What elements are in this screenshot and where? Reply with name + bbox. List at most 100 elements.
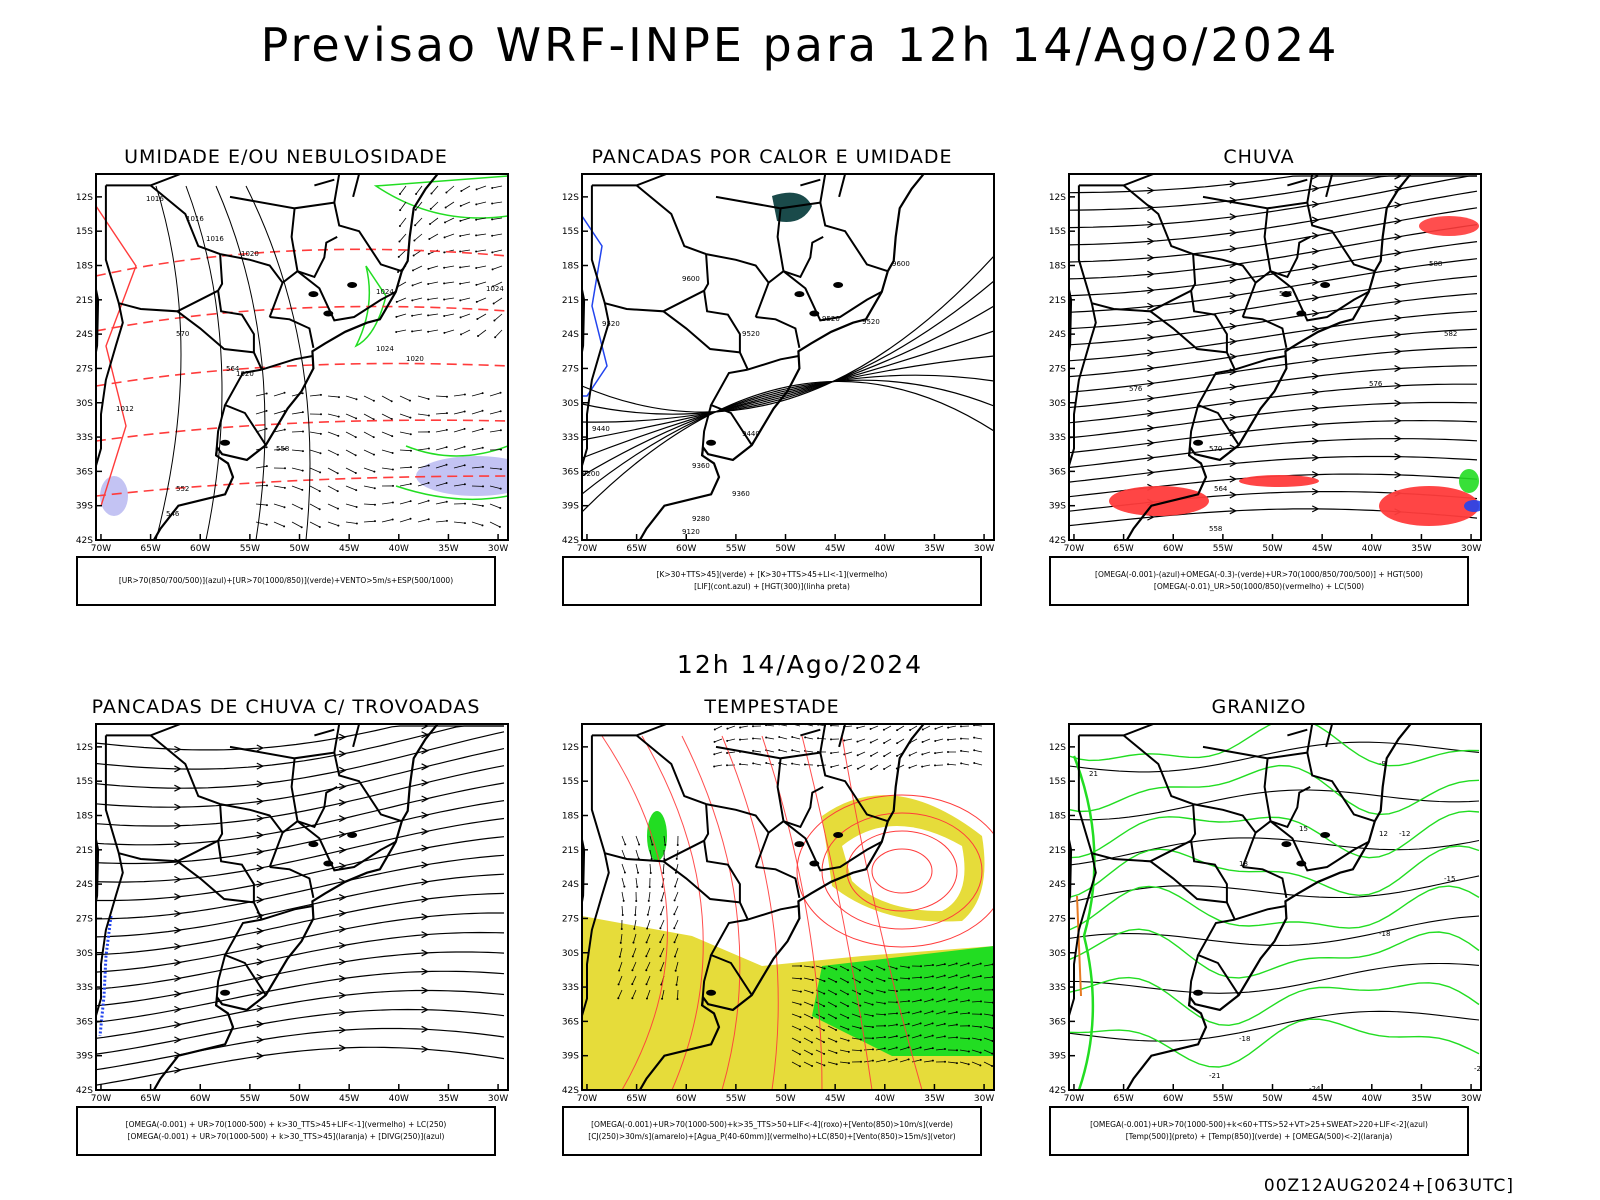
run-timestamp: 00Z12AUG2024+[063UTC] — [1263, 1176, 1514, 1196]
contour-label: -27 — [1474, 1065, 1485, 1073]
lon-tick-label: 65W — [140, 544, 160, 554]
lon-tick-label: 70W — [1064, 1094, 1084, 1104]
contour-label: -15 — [1444, 875, 1455, 883]
bottom-row-title: 12h 14/Ago/2024 — [676, 650, 924, 679]
contour-label: -18 — [1379, 930, 1390, 938]
contour-label: 9440 — [742, 430, 760, 438]
legend-line-1: [OMEGA(-0.001)+UR>70(1000-500)+k<60+TTS>… — [1090, 1120, 1428, 1129]
contour-label: 1024 — [486, 285, 504, 293]
lon-tick-label: 50W — [1262, 544, 1282, 554]
lat-tick-label: 15S — [562, 227, 579, 237]
lat-tick-label: 30S — [562, 949, 579, 959]
lat-tick-label: 24S — [562, 330, 579, 340]
lat-tick-label: 42S — [1049, 536, 1066, 546]
lon-tick-label: 35W — [1411, 544, 1431, 554]
lat-tick-label: 42S — [1049, 1086, 1066, 1096]
panel-legend: [K>30+TTS>45](verde) + [K>30+TTS>45+LI<-… — [562, 556, 982, 606]
lon-tick-label: 55W — [1213, 1094, 1233, 1104]
legend-line-1: [UR>70(850/700/500)](azul)+[UR>70(1000/8… — [118, 576, 454, 585]
lon-tick-label: 30W — [974, 1094, 994, 1104]
lat-tick-label: 21S — [1049, 846, 1066, 856]
contour-label: 1024 — [376, 345, 394, 353]
lon-tick-label: 45W — [1312, 544, 1332, 554]
contour-label: 552 — [176, 485, 189, 493]
lat-tick-label: 42S — [76, 536, 93, 546]
lat-tick-label: 36S — [562, 1017, 579, 1027]
lon-tick-label: 35W — [1411, 1094, 1431, 1104]
lon-tick-label: 60W — [676, 544, 696, 554]
lat-tick-label: 42S — [562, 536, 579, 546]
lon-tick-label: 30W — [488, 544, 508, 554]
lat-tick-label: 12S — [76, 743, 93, 753]
lon-tick-label: 55W — [1213, 544, 1233, 554]
lat-tick-label: 21S — [1049, 296, 1066, 306]
panel-umidade: UMIDADE E/OU NEBULOSIDADE 1016 1016 1016 10… — [76, 146, 576, 646]
lat-tick-label: 12S — [76, 193, 93, 203]
lat-tick-label: 39S — [562, 502, 579, 512]
lat-tick-label: 12S — [1049, 193, 1066, 203]
lat-tick-label: 15S — [76, 777, 93, 787]
lat-tick-label: 27S — [1049, 914, 1066, 924]
lon-tick-label: 60W — [676, 1094, 696, 1104]
lon-tick-label: 50W — [289, 544, 309, 554]
lon-tick-label: 40W — [875, 1094, 895, 1104]
contour-label: 9360 — [692, 462, 710, 470]
contour-label: 570 — [1209, 445, 1222, 453]
lon-tick-label: 40W — [389, 544, 409, 554]
lon-tick-label: 50W — [775, 544, 795, 554]
lat-tick-label: 27S — [1049, 364, 1066, 374]
legend-line-2: [LIF](cont.azul) + [HGT(300)](linha pret… — [694, 582, 850, 591]
contour-label: 9600 — [682, 275, 700, 283]
lat-tick-label: 36S — [1049, 467, 1066, 477]
lon-tick-label: 65W — [626, 544, 646, 554]
panel-title: PANCADAS POR CALOR E UMIDADE — [591, 146, 953, 168]
lon-tick-label: 60W — [1163, 544, 1183, 554]
lon-tick-label: 70W — [577, 544, 597, 554]
contour-label: 558 — [1209, 525, 1222, 533]
map-pancadas-calor: 9600 9600 9520 9520 9520 9520 9440 9440 9360 9360… — [562, 173, 995, 554]
contour-label: 1020 — [241, 250, 259, 258]
contour-label: 9520 — [742, 330, 760, 338]
lon-tick-label: 60W — [190, 544, 210, 554]
legend-line-2: [OMEGA(-0.001) + UR>70(1000-500) + k>30_… — [127, 1132, 445, 1141]
contour-label: 564 — [226, 365, 240, 373]
contour-label: 1024 — [376, 288, 394, 296]
contour-label: -24 — [1309, 1085, 1321, 1093]
lat-tick-label: 33S — [76, 983, 93, 993]
lat-tick-label: 24S — [76, 880, 93, 890]
map-chuva: 588 582 582 576 576 570 564 558 12S 15S 18S 21S 24S 2… — [1049, 173, 1482, 554]
lon-tick-label: 65W — [626, 1094, 646, 1104]
lon-tick-label: 65W — [1113, 544, 1133, 554]
lat-tick-label: 33S — [1049, 983, 1066, 993]
legend-line-1: [OMEGA(-0.001)+UR>70(1000-500)+k>35_TTS>… — [591, 1120, 953, 1129]
contour-label: 9360 — [732, 490, 750, 498]
lat-tick-label: 18S — [562, 262, 579, 272]
contour-label: 1016 — [206, 235, 224, 243]
legend-line-2: [CJ(250)>30m/s](amarelo)+[Agua_P(40-60mm… — [588, 1132, 956, 1141]
lat-tick-label: 39S — [76, 1052, 93, 1062]
lat-tick-label: 21S — [562, 296, 579, 306]
lon-tick-label: 40W — [875, 544, 895, 554]
contour-label: 558 — [276, 445, 289, 453]
contour-label: -21 — [1209, 1072, 1220, 1080]
contour-label: 576 — [1129, 385, 1143, 393]
contour-label: 9280 — [692, 515, 710, 523]
contour-label: 9440 — [592, 425, 610, 433]
contour-label: 9520 — [862, 318, 880, 326]
lon-tick-label: 65W — [140, 1094, 160, 1104]
contour-label: 15 — [1299, 825, 1308, 833]
contour-label: 18 — [1239, 860, 1248, 868]
lat-tick-label: 42S — [562, 1086, 579, 1096]
lat-tick-label: 21S — [76, 846, 93, 856]
lon-tick-label: 35W — [924, 544, 944, 554]
lon-tick-label: 45W — [825, 544, 845, 554]
contour-label: -18 — [1239, 1035, 1250, 1043]
lat-tick-label: 36S — [1049, 1017, 1066, 1027]
panel-trovoadas: PANCADAS DE CHUVA C/ TROVOADAS 12S 15S 18S… — [76, 696, 576, 1196]
contour-label: 546 — [166, 510, 180, 518]
panel-title: GRANIZO — [1211, 696, 1307, 718]
lon-tick-label: 70W — [91, 1094, 111, 1104]
lon-tick-label: 60W — [1163, 1094, 1183, 1104]
panel-granizo: GRANIZO -9 -12 -15 -18 -18 -21 -24 -27 21 18 15 12 1… — [1049, 696, 1549, 1196]
lon-tick-label: 35W — [438, 544, 458, 554]
